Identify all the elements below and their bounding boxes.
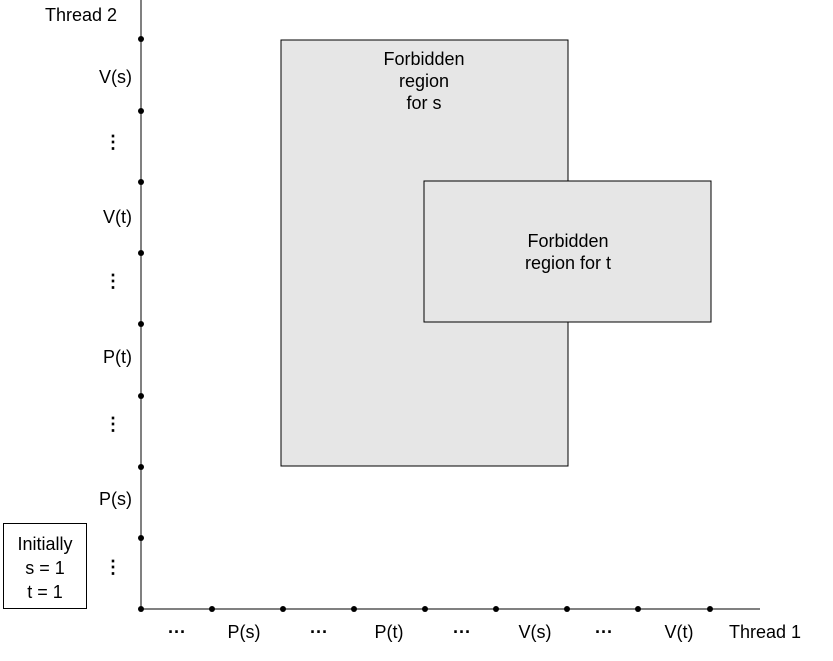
x-axis-point (707, 606, 713, 612)
initial-value-t: t = 1 (27, 582, 63, 602)
y-axis-point (138, 108, 144, 114)
y-axis-point (138, 36, 144, 42)
x-axis-point (493, 606, 499, 612)
x-axis-points (209, 606, 713, 612)
y-axis-title: Thread 2 (45, 5, 118, 25)
x-axis-title: Thread 1 (729, 622, 802, 642)
x-label-vs: V(s) (518, 622, 552, 642)
x-axis-point (351, 606, 357, 612)
x-label-vt: V(t) (664, 622, 694, 642)
y-label-ellipsis: ⋮ (104, 557, 122, 577)
forbidden-region-t-label: Forbidden region for t (524, 231, 612, 273)
y-label-ellipsis: ⋮ (104, 271, 122, 291)
y-axis-point (138, 606, 144, 612)
y-label-vs: V(s) (99, 67, 132, 87)
x-label-ellipsis: ··· (453, 622, 471, 642)
y-axis-points (138, 36, 144, 612)
y-axis-point (138, 535, 144, 541)
y-label-pt: P(t) (103, 347, 132, 367)
x-axis-point (635, 606, 641, 612)
initial-values-box: Initially s = 1 t = 1 (3, 523, 87, 609)
y-label-vt: V(t) (103, 207, 132, 227)
x-axis-point (564, 606, 570, 612)
initial-value-s: s = 1 (25, 558, 65, 578)
x-label-ps: P(s) (227, 622, 261, 642)
x-label-ellipsis: ··· (595, 622, 613, 642)
x-axis-point (209, 606, 215, 612)
y-axis-point (138, 250, 144, 256)
initial-values-heading: Initially (17, 534, 73, 554)
x-label-ellipsis: ··· (310, 622, 328, 642)
y-label-ellipsis: ⋮ (104, 132, 122, 152)
y-axis-point (138, 179, 144, 185)
y-axis-point (138, 393, 144, 399)
x-axis-point (422, 606, 428, 612)
y-label-ellipsis: ⋮ (104, 414, 122, 434)
x-label-ellipsis: ··· (168, 622, 186, 642)
x-label-pt: P(t) (374, 622, 404, 642)
y-axis-point (138, 464, 144, 470)
y-label-ps: P(s) (99, 489, 132, 509)
forbidden-region-s-label: Forbidden region for s (383, 49, 465, 113)
x-axis-point (280, 606, 286, 612)
y-axis-point (138, 321, 144, 327)
forbidden-region-t (423, 180, 712, 323)
